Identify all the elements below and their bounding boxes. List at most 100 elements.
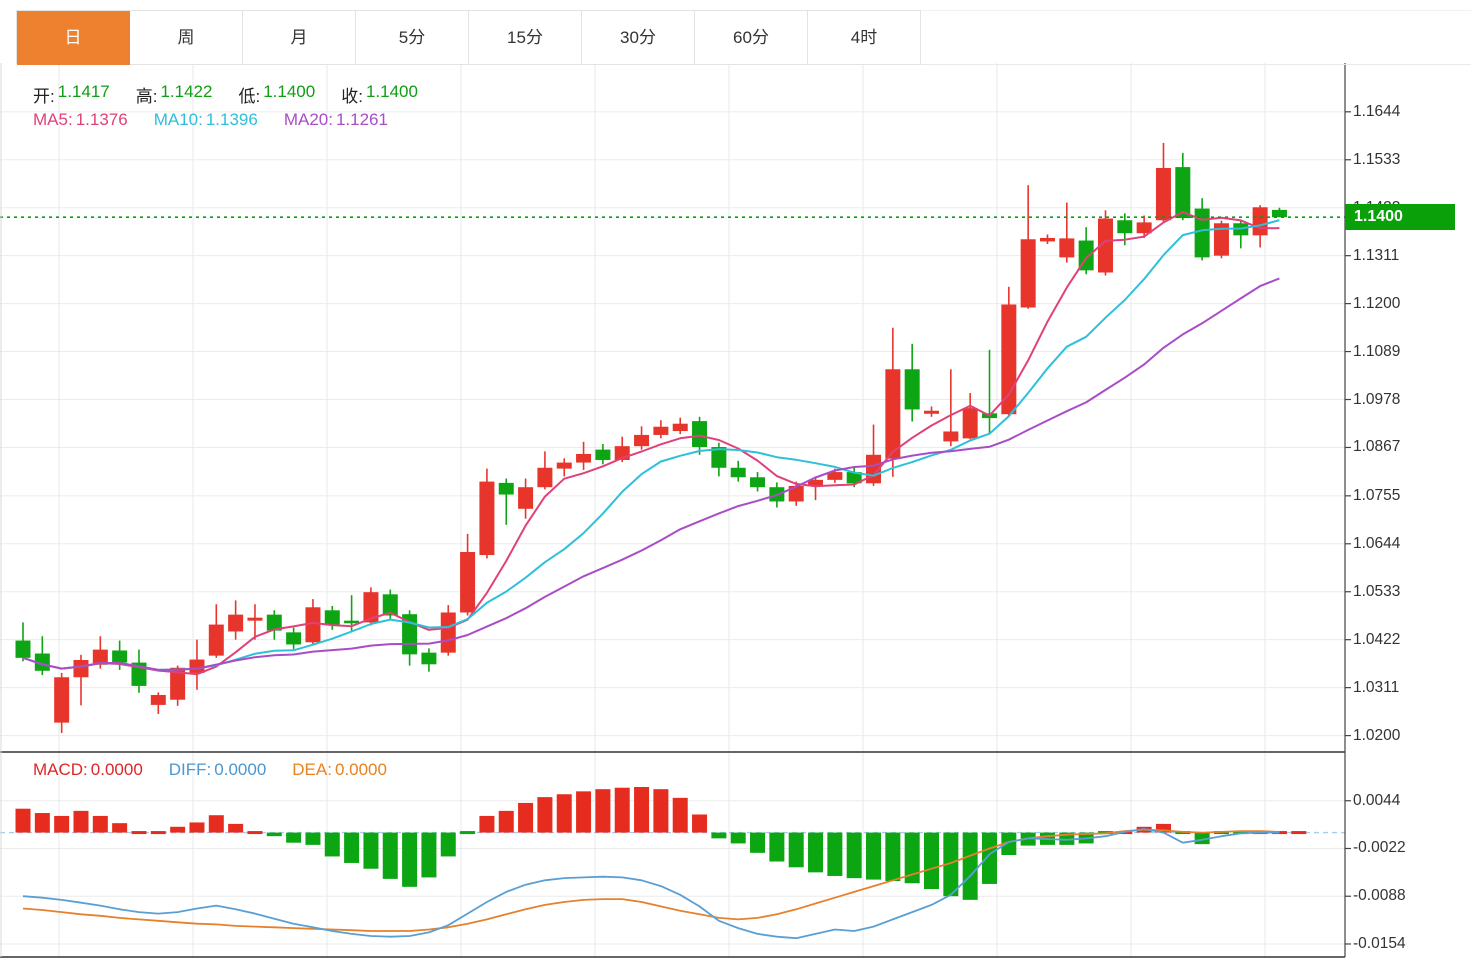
macd-histogram <box>15 787 1307 900</box>
macd-bar <box>247 831 263 835</box>
candle-body <box>1097 218 1113 273</box>
price-tick-label: 1.0867 <box>1353 438 1401 456</box>
candle-body <box>170 667 186 700</box>
candle-body <box>440 612 456 653</box>
macd-bar <box>1194 832 1210 845</box>
candle-body <box>498 482 514 495</box>
macd-bar <box>73 810 89 833</box>
macd-bar <box>305 832 321 845</box>
candle-body <box>692 421 708 448</box>
candle-body <box>92 649 108 665</box>
candle-body <box>750 477 766 488</box>
candle-body <box>1155 167 1171 221</box>
candle-body <box>808 479 824 486</box>
last-price-tag-value: 1.1400 <box>1354 208 1403 226</box>
ma-legend-label: MA5: <box>33 110 73 129</box>
macd-bar <box>1001 832 1017 855</box>
candle-body <box>15 640 31 658</box>
candle-body <box>421 652 437 665</box>
price-tick-label: 1.0311 <box>1353 678 1400 696</box>
macd-tick-label: -0.0154 <box>1353 934 1406 952</box>
candle-body <box>1117 220 1133 234</box>
price-tick-label: 1.1200 <box>1353 294 1401 312</box>
timeframe-tabbar: 日周月 5分 15分 30分 60分 4时 <box>16 10 921 65</box>
macd-bar <box>1155 823 1171 833</box>
macd-bar <box>866 832 882 880</box>
ma-legend: MA5: 1.1376 MA10: 1.1396 MA20: 1.1261 <box>33 110 414 130</box>
macd-bar <box>344 832 360 863</box>
macd-bar <box>692 814 708 833</box>
macd-bar <box>266 832 282 837</box>
macd-bar <box>537 797 553 833</box>
candles-layer <box>15 142 1287 733</box>
price-panel <box>0 142 1345 733</box>
ohlc-item: 低: 1.1400 <box>238 82 315 107</box>
candle-body <box>962 408 978 439</box>
macd-bar <box>363 832 379 869</box>
price-tick-label: 1.1311 <box>1353 246 1400 264</box>
candle-body <box>1059 238 1075 258</box>
macd-bar <box>112 823 128 833</box>
candle-body <box>208 624 224 656</box>
ma5-line <box>22 211 1280 676</box>
macd-bar <box>15 808 31 833</box>
macd-bar <box>479 815 495 833</box>
price-tick-label: 1.1533 <box>1353 150 1401 168</box>
macd-bar <box>595 789 611 833</box>
candle-body <box>247 617 263 621</box>
macd-bar <box>286 832 302 843</box>
macd-bar <box>54 815 70 833</box>
candle-body <box>1020 239 1036 308</box>
candle-body <box>112 650 128 663</box>
candle-body <box>653 426 669 435</box>
last-price-tag: 1.1400 <box>1345 204 1455 231</box>
ma-legend-item: MA20: 1.1261 <box>284 110 388 130</box>
candle-body <box>1194 208 1210 258</box>
candle-body <box>382 594 398 616</box>
tab-30min[interactable]: 30分 <box>582 11 695 65</box>
macd-panel <box>0 787 1345 940</box>
ohlc-item-value: 1.1422 <box>160 82 213 101</box>
macd-bar <box>614 787 630 833</box>
candle-body <box>34 653 50 671</box>
macd-bar <box>189 822 205 833</box>
macd-bar <box>440 832 456 857</box>
candle-body <box>363 592 379 623</box>
tab-month[interactable]: 月 <box>243 11 356 65</box>
candle-body <box>305 607 321 643</box>
candle-body <box>518 487 534 509</box>
candle-body <box>788 485 804 502</box>
macd-bar <box>846 832 862 879</box>
grid-layer <box>0 63 1345 957</box>
tab-15min[interactable]: 15分 <box>469 11 582 65</box>
macd-bar <box>653 789 669 833</box>
tab-week[interactable]: 周 <box>130 11 243 65</box>
candle-body <box>556 462 572 469</box>
candle-body <box>150 694 166 705</box>
macd-legend-value: 0.0000 <box>214 760 267 779</box>
macd-legend-label: DIFF: <box>168 760 212 779</box>
ma-legend-value: 1.1261 <box>335 110 388 129</box>
macd-bar <box>170 826 186 833</box>
macd-bar <box>498 810 514 833</box>
ohlc-item-value: 1.1400 <box>263 82 316 101</box>
tab-day[interactable]: 日 <box>17 11 130 65</box>
tab-60min[interactable]: 60分 <box>695 11 808 65</box>
macd-bar <box>730 832 746 844</box>
candle-body <box>1039 237 1055 242</box>
tab-5min[interactable]: 5分 <box>356 11 469 65</box>
ma-legend-label: MA10: <box>153 110 203 129</box>
macd-bar <box>556 794 572 833</box>
macd-bar <box>1271 831 1287 835</box>
macd-tick-label: -0.0022 <box>1353 839 1406 857</box>
macd-bar <box>711 832 727 839</box>
macd-bar <box>943 832 959 897</box>
candle-body <box>595 449 611 460</box>
candle-body <box>324 610 340 626</box>
tab-4hour[interactable]: 4时 <box>808 11 921 65</box>
macd-bar <box>460 831 476 835</box>
macd-bar <box>904 832 920 884</box>
macd-bar <box>34 813 50 833</box>
ohlc-item: 收: 1.1400 <box>341 82 418 107</box>
